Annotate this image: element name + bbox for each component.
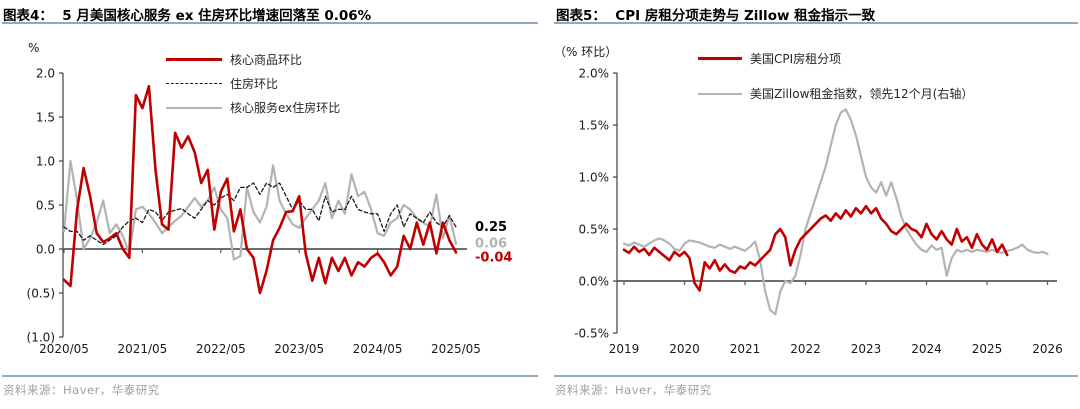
- figure-5-panel: 图表5： CPI 房租分项走势与 Zillow 租金指示一致 （% 环比） 美国…: [540, 0, 1080, 409]
- y-tick-label: 2.0%: [579, 67, 610, 81]
- figure-5-title: 图表5： CPI 房租分项走势与 Zillow 租金指示一致: [556, 8, 876, 24]
- x-tick-label: 2019: [609, 342, 640, 356]
- y-tick-label: 1.5: [36, 111, 55, 125]
- figure-4-title-rule: [2, 22, 538, 24]
- x-tick-label: 2025/05: [431, 342, 481, 356]
- x-tick-label: 2023: [851, 342, 882, 356]
- series-line-美国CPI房租分项: [622, 204, 1009, 292]
- y-tick-label: 1.0: [36, 155, 55, 169]
- legend-label: 核心商品环比: [230, 53, 303, 67]
- y-tick-label: 0.5: [36, 199, 55, 213]
- legend-label: 住房环比: [230, 77, 279, 91]
- y-tick-label: (0.5): [27, 287, 55, 301]
- value-annotation: 0.25: [475, 220, 507, 235]
- series-line-核心商品环比: [62, 84, 458, 295]
- y-tick-label: 1.0%: [579, 171, 610, 185]
- x-tick-label: 2023/05: [274, 342, 324, 356]
- y-tick-label: -0.5%: [574, 327, 609, 341]
- y-tick-label: 1.5%: [579, 119, 610, 133]
- figure-5-source: 资料来源：Haver，华泰研究: [555, 383, 712, 397]
- y-tick-label: 2.0: [36, 67, 55, 81]
- figure-4-panel: 图表4： 5 月美国核心服务 ex 住房环比增速回落至 0.06% % 核心商品…: [2, 8, 538, 397]
- legend-item: 核心服务ex住房环比: [166, 99, 340, 116]
- legend-item: 核心商品环比: [166, 51, 340, 68]
- series-line-核心服务ex住房环比: [62, 159, 458, 261]
- figure-5-bottom-rule: [554, 375, 1078, 377]
- x-tick-label: 2025: [972, 342, 1003, 356]
- series-line-美国Zillow租金指数，领先12个月(右轴）: [622, 108, 1049, 316]
- legend-label: 美国CPI房租分项: [750, 52, 842, 66]
- x-tick-label: 2020: [669, 342, 700, 356]
- figure-4-bottom-rule: [2, 375, 538, 377]
- x-tick-label: 2021/05: [117, 342, 167, 356]
- value-annotation: 0.06: [475, 237, 507, 252]
- x-tick-label: 2024: [911, 342, 942, 356]
- y-tick-label: 0.0%: [579, 275, 610, 289]
- line-swatch: [166, 58, 222, 61]
- line-swatch: [166, 106, 222, 109]
- legend-item: 住房环比: [166, 75, 340, 92]
- figure-4-axis-unit-label: %: [28, 41, 40, 55]
- y-tick-label: 0.5%: [579, 223, 610, 237]
- x-tick-label: 2021: [730, 342, 761, 356]
- figure-4-chart-canvas: 2.0 1.5 1.0 0.5 0.0 (0.5) (1.0)2020/05 2021/05 2…: [27, 67, 513, 357]
- line-swatch: [698, 92, 742, 95]
- x-tick-label: 2026: [1032, 342, 1063, 356]
- series-line-住房环比: [63, 182, 457, 246]
- dashed-line-swatch: [166, 83, 222, 84]
- figure-5-chart-canvas: 2.0% 1.5% 1.0% 0.5% 0.0% -0.5%2019 2020 2021 202…: [574, 67, 1063, 357]
- figure-5-legend: 美国CPI房租分项美国Zillow租金指数，领先12个月(右轴）: [698, 50, 973, 120]
- figure-4-legend: 核心商品环比 住房环比核心服务ex住房环比: [166, 51, 340, 123]
- x-tick-label: 2020/05: [39, 342, 89, 356]
- figure-5-axis-unit-label: （% 环比）: [554, 45, 618, 59]
- legend-label: 美国Zillow租金指数，领先12个月(右轴）: [750, 87, 974, 101]
- legend-label: 核心服务ex住房环比: [230, 101, 341, 115]
- legend-item: 美国CPI房租分项: [698, 50, 973, 67]
- figure-4-title: 图表4： 5 月美国核心服务 ex 住房环比增速回落至 0.06%: [3, 8, 372, 24]
- value-annotation: -0.04: [475, 251, 512, 266]
- line-swatch: [698, 57, 742, 60]
- legend-item: 美国Zillow租金指数，领先12个月(右轴）: [698, 85, 973, 102]
- x-tick-label: 2024/05: [353, 342, 403, 356]
- figure-5-title-rule: [554, 22, 1078, 24]
- y-tick-label: 0.0: [36, 243, 55, 257]
- figure-4-source: 资料来源：Haver，华泰研究: [3, 383, 160, 397]
- y-tick-label: (1.0): [27, 331, 55, 345]
- x-tick-label: 2022: [790, 342, 821, 356]
- x-tick-label: 2022/05: [196, 342, 246, 356]
